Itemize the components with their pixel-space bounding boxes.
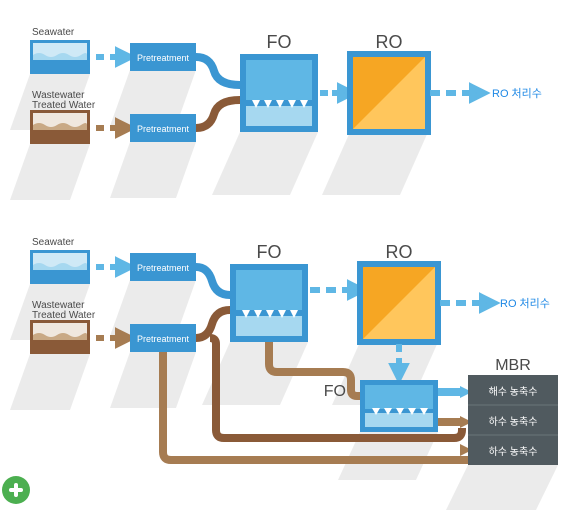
shadow [10, 144, 90, 200]
mbr-row-3: 하수 농축수 [489, 445, 538, 458]
arrow-sea-pre-b [96, 261, 130, 273]
arrow-sea-pre-a [96, 51, 130, 63]
pretreatment-top-label-a: Pretreatment [137, 53, 190, 63]
ro-output-label-b: RO 처리수 [500, 297, 550, 310]
arrow-fo-ro-b [310, 284, 362, 296]
fo-label-b: FO [257, 242, 282, 262]
fo2-label-b: FO [324, 383, 346, 400]
pretreatment-bot-label-b: Pretreatment [137, 334, 190, 344]
seawater-label-b: Seawater [32, 237, 75, 248]
mbr-row-2: 하수 농축수 [489, 415, 538, 428]
seawater-label-a: Seawater [32, 27, 75, 38]
pretreatment-bot-label-a: Pretreatment [137, 124, 190, 134]
arrow-ro-out-a [430, 87, 484, 99]
mbr-label: MBR [495, 357, 531, 374]
pipe-ww-fo-a [196, 100, 240, 128]
wastewater-label-b-2: Treated Water [32, 310, 96, 321]
fo-box-a [240, 54, 318, 132]
ro-label-b: RO [386, 242, 413, 262]
shadow [212, 132, 318, 195]
ro-output-label-a: RO 처리수 [492, 87, 542, 100]
wastewater-label-a-2: Treated Water [32, 100, 96, 111]
fo-label-a: FO [267, 32, 292, 52]
arrow-ro-out-b [440, 297, 494, 309]
wastewater-tank-a [30, 110, 90, 144]
pretreatment-top-label-b: Pretreatment [137, 263, 190, 273]
mbr-row-1: 해수 농축수 [489, 385, 538, 398]
ro-box-b [360, 264, 438, 342]
fo-box-b [230, 264, 308, 342]
seawater-tank-a [30, 40, 90, 74]
seawater-tank-b [30, 250, 90, 284]
pipe-sea-fo-a [196, 57, 240, 85]
wastewater-tank-b [30, 320, 90, 354]
pipe-ww-fo-b [196, 310, 230, 338]
fo2-box-b [360, 380, 438, 432]
pipe-sea-fo-b [196, 267, 230, 295]
add-button[interactable] [2, 476, 30, 504]
ro-label-a: RO [376, 32, 403, 52]
diagram-a: Seawater Wastewater Treated Water Pretre… [10, 27, 542, 200]
ro-box-a [350, 54, 428, 132]
shadow [110, 142, 196, 198]
diagram-b: Seawater Wastewater Treated Water Pretre… [10, 237, 558, 510]
shadow [322, 132, 428, 195]
